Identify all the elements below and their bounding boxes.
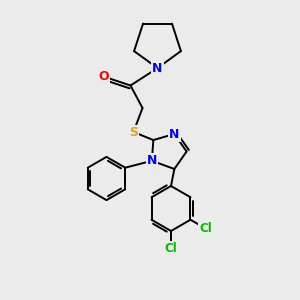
Text: N: N: [152, 61, 163, 75]
Text: N: N: [169, 128, 179, 140]
Text: N: N: [147, 154, 157, 167]
Text: Cl: Cl: [165, 242, 177, 255]
Text: O: O: [98, 70, 109, 83]
Text: Cl: Cl: [199, 222, 212, 235]
Text: S: S: [129, 125, 138, 139]
